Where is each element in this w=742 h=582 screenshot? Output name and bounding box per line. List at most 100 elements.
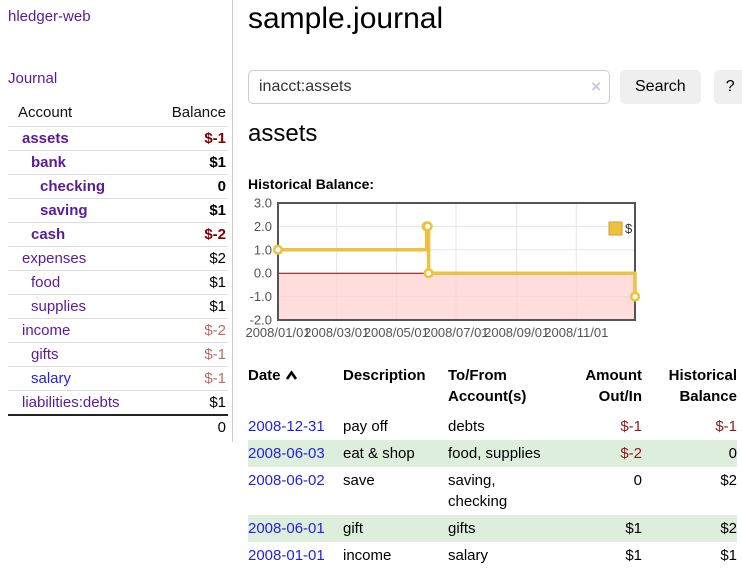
- transaction-date-link[interactable]: 2008-01-01: [248, 547, 325, 564]
- transaction-amount: $1: [625, 520, 642, 537]
- account-row: liabilities:debts $1: [8, 390, 228, 415]
- transaction-row: 2008-01-01 income salary $1 $1: [248, 542, 737, 569]
- account-link[interactable]: saving: [40, 202, 88, 219]
- register-table: Date Description To/From Account(s) Amou…: [248, 362, 737, 569]
- transaction-accounts: gifts: [448, 520, 476, 537]
- search-input[interactable]: [248, 70, 610, 104]
- account-row: saving $1: [8, 198, 228, 223]
- transaction-balance: $-1: [715, 418, 737, 435]
- help-button[interactable]: ?: [713, 70, 742, 104]
- transaction-date-link[interactable]: 2008-06-01: [248, 520, 325, 537]
- register-header-date[interactable]: Date: [248, 362, 343, 413]
- account-row: gifts $-1: [8, 342, 228, 367]
- register-header-accounts: To/From Account(s): [448, 367, 527, 405]
- app-title-link[interactable]: hledger-web: [8, 8, 91, 25]
- accounts-header-account: Account: [18, 104, 73, 121]
- search-box: ×: [248, 70, 610, 104]
- y-tick-label: 0.0: [254, 266, 272, 281]
- transaction-date-link[interactable]: 2008-12-31: [248, 418, 325, 435]
- account-link[interactable]: cash: [31, 226, 66, 243]
- accounts-table: Account Balance assets $-1 bank $1: [8, 101, 228, 439]
- data-point-marker: [629, 291, 641, 302]
- transaction-balance: $1: [720, 547, 737, 564]
- transaction-date-link[interactable]: 2008-06-03: [248, 445, 325, 462]
- transaction-amount: $-1: [620, 418, 642, 435]
- x-tick-label: 2008/05/01: [364, 325, 429, 340]
- account-link[interactable]: bank: [31, 154, 67, 171]
- y-tick-label: -1.0: [250, 289, 272, 304]
- register-header-description: Description: [343, 367, 426, 384]
- account-link[interactable]: salary: [31, 370, 72, 387]
- y-tick-label: -2.0: [250, 313, 272, 328]
- account-row: bank $1: [8, 150, 228, 175]
- transaction-amount: $1: [625, 547, 642, 564]
- x-tick-label: 2008/11/01: [544, 325, 608, 340]
- account-link[interactable]: expenses: [22, 250, 87, 267]
- account-row: assets $-1: [8, 126, 228, 151]
- account-link[interactable]: liabilities:debts: [22, 394, 120, 411]
- account-balance: $-2: [154, 222, 228, 247]
- account-balance: $-2: [154, 318, 228, 343]
- transaction-accounts: saving, checking: [448, 472, 508, 510]
- account-balance: $2: [154, 246, 228, 271]
- x-tick-label: 2008/03/01: [304, 325, 369, 340]
- accounts-header-balance: Balance: [171, 104, 226, 121]
- app-title: hledger-web: [8, 8, 91, 25]
- account-row: checking 0: [8, 174, 228, 199]
- transaction-balance: 0: [728, 445, 737, 462]
- transaction-date-link[interactable]: 2008-06-02: [248, 472, 325, 489]
- account-row: salary $-1: [8, 366, 228, 391]
- account-link[interactable]: supplies: [31, 298, 87, 315]
- transaction-accounts: salary: [448, 547, 489, 564]
- account-link[interactable]: income: [22, 322, 71, 339]
- accounts-rows: assets $-1 bank $1 checking 0 savin: [8, 126, 228, 415]
- data-point-marker: [422, 221, 433, 232]
- y-tick-label: 1.0: [254, 242, 272, 257]
- legend-swatch: [608, 221, 623, 236]
- search-form: × Search ?: [248, 70, 742, 104]
- register-header-historical: Historical Balance: [668, 367, 737, 405]
- transaction-row: 2008-06-02 save saving, checking 0 $2: [248, 467, 737, 515]
- account-balance: $1: [154, 270, 228, 295]
- search-button[interactable]: Search: [620, 70, 701, 104]
- sidebar-nav: Journal: [8, 70, 57, 87]
- account-link[interactable]: assets: [22, 130, 69, 147]
- account-balance: $-1: [154, 342, 228, 367]
- y-tick-label: 3.0: [254, 196, 272, 211]
- x-tick-label: 2008/07/01: [423, 325, 488, 340]
- account-balance: $1: [154, 294, 228, 319]
- transaction-description: gift: [343, 520, 364, 537]
- transaction-description: income: [343, 547, 392, 564]
- date-header-label: Date: [248, 367, 281, 384]
- account-link[interactable]: checking: [40, 178, 106, 195]
- x-tick-label: 2008/01/01: [245, 325, 310, 340]
- account-link[interactable]: food: [31, 274, 61, 291]
- transaction-balance: $2: [720, 520, 737, 537]
- sidebar-item-journal[interactable]: Journal: [8, 70, 58, 87]
- account-balance: $-1: [154, 126, 228, 151]
- accounts-total: 0: [154, 414, 228, 439]
- data-point-marker: [423, 268, 434, 279]
- transaction-amount: 0: [633, 472, 642, 489]
- page-title: sample.journal: [248, 2, 444, 35]
- accounts-total-row: 0: [8, 414, 228, 439]
- y-tick-label: 2.0: [254, 219, 272, 234]
- account-row: expenses $2: [8, 246, 228, 271]
- x-tick-label: 2008/09/01: [484, 325, 549, 340]
- account-row: cash $-2: [8, 222, 228, 247]
- register-header-amount: Amount Out/In: [585, 367, 642, 405]
- register-header-row: Date Description To/From Account(s) Amou…: [248, 362, 737, 413]
- account-link[interactable]: gifts: [31, 346, 59, 363]
- sidebar: hledger-web Journal Account Balance asse…: [0, 0, 233, 442]
- negative-region: [278, 273, 635, 320]
- account-balance: 0: [154, 174, 228, 199]
- register-rows: 2008-12-31 pay off debts $-1 $-1 2008-06…: [248, 413, 737, 569]
- sort-ascending-icon: [285, 366, 298, 387]
- transaction-description: pay off: [343, 418, 388, 435]
- transaction-balance: $2: [720, 472, 737, 489]
- account-balance: $1: [154, 390, 228, 415]
- transaction-description: save: [343, 472, 375, 489]
- clear-search-icon[interactable]: ×: [591, 77, 601, 96]
- legend-label: $: [625, 221, 633, 236]
